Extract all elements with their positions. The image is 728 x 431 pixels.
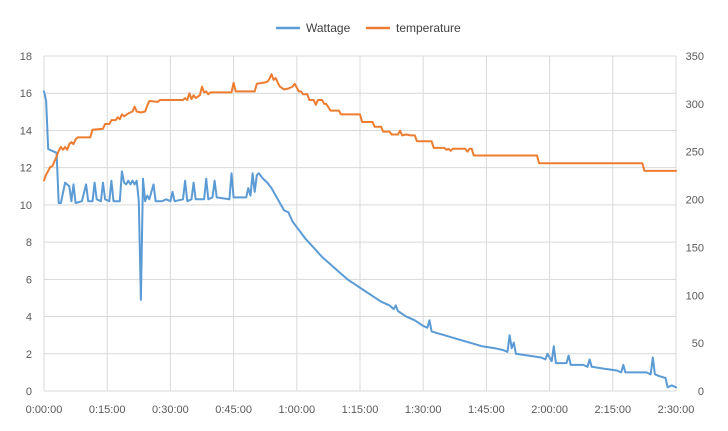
y-axis-left: 0 2 4 6 8 10 12 14 16 18 [20, 51, 32, 398]
y-left-tick-label: 10 [20, 200, 32, 212]
y-left-tick-label: 12 [20, 163, 32, 175]
y-right-tick-label: 200 [686, 195, 704, 207]
x-tick-label: 0:15:00 [89, 404, 126, 416]
y-left-tick-label: 2 [26, 349, 32, 361]
y-right-tick-label: 350 [686, 51, 704, 63]
legend-label-wattage: Wattage [306, 21, 351, 35]
y-axis-right: 0 50 100 150 200 250 300 350 [686, 51, 704, 398]
x-axis: 0:00:00 0:15:00 0:30:00 0:45:00 1:00:00 1:15:… [26, 404, 695, 416]
legend-label-temperature: temperature [396, 21, 461, 35]
y-left-tick-label: 4 [26, 312, 32, 324]
x-tick-label: 0:45:00 [215, 404, 252, 416]
y-left-tick-label: 18 [20, 51, 32, 63]
y-left-tick-label: 8 [26, 237, 32, 249]
series-lines [43, 73, 677, 389]
y-right-tick-label: 250 [686, 147, 704, 159]
x-tick-label: 0:30:00 [152, 404, 189, 416]
y-right-tick-label: 300 [686, 99, 704, 111]
y-right-tick-label: 0 [698, 386, 704, 398]
x-tick-label: 1:15:00 [342, 404, 379, 416]
y-right-tick-label: 50 [692, 338, 704, 350]
x-tick-label: 0:00:00 [26, 404, 63, 416]
x-tick-label: 2:00:00 [531, 404, 568, 416]
series-line-wattage [43, 90, 677, 389]
x-tick-label: 2:30:00 [658, 404, 695, 416]
y-left-tick-label: 6 [26, 274, 32, 286]
x-tick-label: 1:45:00 [468, 404, 505, 416]
series-line-temperature [43, 73, 677, 182]
x-tick-label: 1:30:00 [405, 404, 442, 416]
x-tick-label: 2:15:00 [594, 404, 631, 416]
x-tick-label: 1:00:00 [278, 404, 315, 416]
y-right-tick-label: 100 [686, 290, 704, 302]
y-left-tick-label: 14 [20, 125, 32, 137]
gridlines [43, 55, 677, 392]
y-left-tick-label: 16 [20, 88, 32, 100]
y-left-tick-label: 0 [26, 386, 32, 398]
legend: Wattage temperature [276, 21, 461, 35]
y-right-tick-label: 150 [686, 242, 704, 254]
